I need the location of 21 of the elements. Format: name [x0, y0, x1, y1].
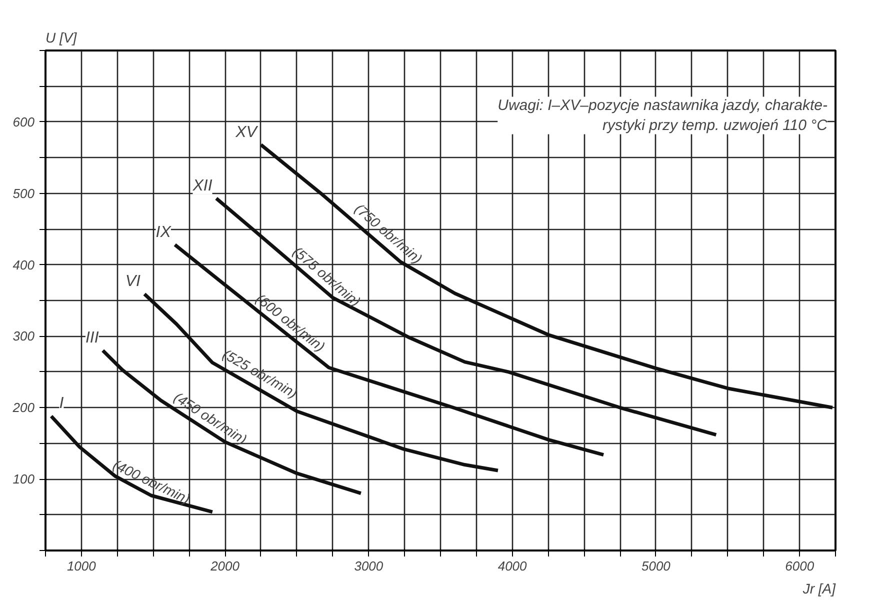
- series-label: VI: [125, 273, 142, 290]
- series-label: XII: [192, 177, 213, 194]
- y-tick-label: 300: [12, 328, 36, 344]
- y-axis-title: U [V]: [46, 30, 78, 46]
- annotation: Uwagi: I–XV–pozycje nastawnika jazdy, charakte- rystyki przy temp. uzwojeń 110 °C: [498, 96, 828, 134]
- series-label: IX: [156, 224, 172, 241]
- series-label: I: [59, 395, 64, 412]
- x-tick-label: 3000: [354, 558, 384, 574]
- x-tick-label: 6000: [785, 558, 815, 574]
- y-tick-label: 500: [12, 186, 36, 201]
- y-tick-label: 200: [12, 400, 36, 416]
- x-tick-label: 5000: [641, 558, 672, 574]
- x-axis-title: Jr [A]: [802, 580, 837, 596]
- series-label: XV: [234, 124, 258, 141]
- y-tick-label: 600: [12, 114, 36, 130]
- series-label: III: [85, 330, 100, 346]
- y-tick-label: 400: [12, 257, 36, 272]
- x-tick-label: 4000: [498, 558, 528, 574]
- x-tick-label: 2000: [210, 558, 240, 574]
- x-tick-label: 1000: [66, 558, 97, 574]
- y-tick-label: 100: [12, 472, 36, 487]
